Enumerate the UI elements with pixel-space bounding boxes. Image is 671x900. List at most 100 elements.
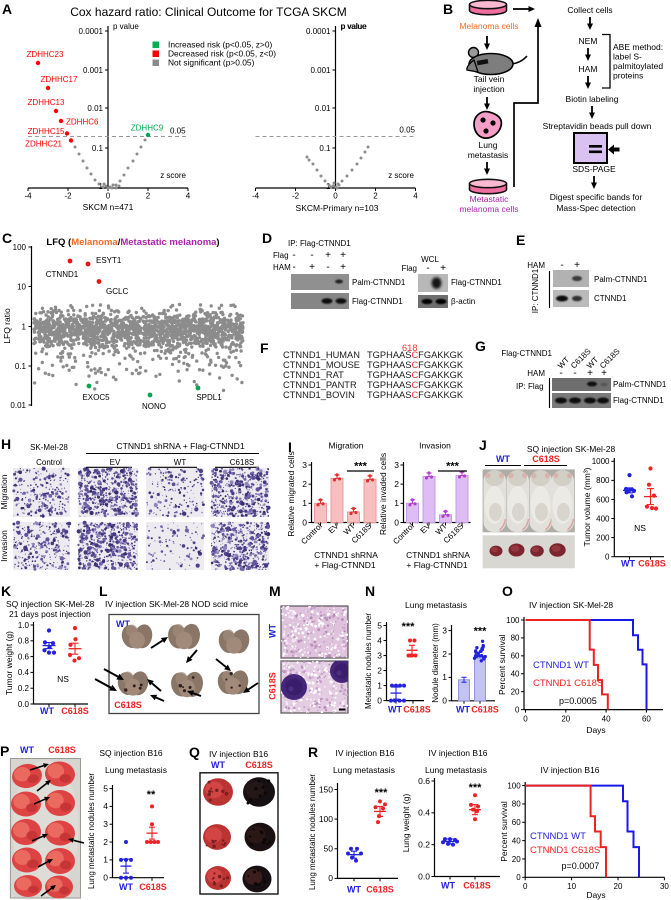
svg-text:1: 1 bbox=[22, 322, 27, 331]
svg-text:SK-Mel-28: SK-Mel-28 bbox=[30, 443, 68, 452]
svg-text:TGPHAASCFGAKKGK: TGPHAASCFGAKKGK bbox=[367, 370, 464, 380]
svg-text:Lung: Lung bbox=[479, 140, 498, 150]
svg-text:CTNND1_PANTR: CTNND1_PANTR bbox=[283, 380, 357, 390]
svg-text:LFQ ratio: LFQ ratio bbox=[2, 308, 12, 344]
svg-text:+: + bbox=[340, 262, 346, 273]
svg-text:SKCM n=471: SKCM n=471 bbox=[83, 202, 134, 212]
svg-text:-: - bbox=[292, 250, 295, 261]
svg-text:0.1: 0.1 bbox=[319, 144, 331, 153]
svg-text:0.05: 0.05 bbox=[170, 127, 186, 136]
svg-text:Flag-CTNND1: Flag-CTNND1 bbox=[501, 349, 552, 358]
svg-text:ZDHHC21: ZDHHC21 bbox=[25, 140, 62, 149]
svg-text:ZDHHC9: ZDHHC9 bbox=[131, 124, 164, 133]
svg-text:2: 2 bbox=[373, 192, 378, 201]
svg-text:D: D bbox=[262, 230, 272, 246]
svg-text:CTNND1: CTNND1 bbox=[594, 294, 627, 303]
svg-text:Biotin labeling: Biotin labeling bbox=[566, 94, 619, 104]
svg-text:Decreased risk (p<0.05, z<0): Decreased risk (p<0.05, z<0) bbox=[168, 49, 276, 59]
svg-text:metastasis: metastasis bbox=[468, 150, 509, 160]
svg-text:CTNND1_BOVIN: CTNND1_BOVIN bbox=[283, 390, 355, 400]
svg-text:HAM: HAM bbox=[273, 263, 291, 272]
svg-text:4: 4 bbox=[186, 192, 191, 201]
svg-text:Palm-CTNND1: Palm-CTNND1 bbox=[594, 275, 648, 284]
svg-text:CTNND1 shRNA + Flag-CTNND1: CTNND1 shRNA + Flag-CTNND1 bbox=[116, 441, 244, 451]
svg-text:-: - bbox=[292, 262, 295, 273]
svg-text:Flag-CTNND1: Flag-CTNND1 bbox=[352, 297, 403, 306]
svg-text:ZDHHC13: ZDHHC13 bbox=[28, 98, 65, 107]
svg-text:2: 2 bbox=[302, 479, 307, 489]
svg-text:Flag: Flag bbox=[273, 251, 289, 260]
svg-text:Flag: Flag bbox=[401, 264, 417, 273]
svg-text:IP: CTNND1: IP: CTNND1 bbox=[531, 268, 540, 313]
svg-text:ZDHHC6: ZDHHC6 bbox=[66, 118, 99, 127]
svg-text:1: 1 bbox=[99, 182, 104, 191]
svg-text:100: 100 bbox=[13, 243, 27, 252]
svg-text:TGPHAASCFGAKKGK: TGPHAASCFGAKKGK bbox=[367, 390, 464, 400]
svg-text:TGPHAASCFGAKKGK: TGPHAASCFGAKKGK bbox=[367, 350, 464, 360]
svg-text:melanoma cells: melanoma cells bbox=[459, 204, 518, 214]
svg-text:0: 0 bbox=[333, 192, 338, 201]
svg-text:WCL: WCL bbox=[421, 255, 439, 264]
svg-text:Control: Control bbox=[36, 458, 62, 467]
svg-text:+: + bbox=[440, 263, 446, 274]
svg-text:-: - bbox=[426, 263, 429, 274]
svg-text:palmitoylated: palmitoylated bbox=[613, 61, 663, 71]
svg-text:Palm-CTNND1: Palm-CTNND1 bbox=[352, 278, 406, 287]
svg-text:EV: EV bbox=[110, 458, 121, 467]
svg-text:0.01: 0.01 bbox=[10, 401, 26, 410]
svg-text:proteins: proteins bbox=[613, 71, 643, 81]
svg-text:Mass-Spec detection: Mass-Spec detection bbox=[556, 203, 636, 213]
svg-text:E: E bbox=[516, 232, 525, 248]
svg-text:z score: z score bbox=[388, 171, 414, 180]
svg-text:ZDHHC17: ZDHHC17 bbox=[41, 75, 78, 84]
svg-text:Increased risk (p<0.05, z>0): Increased risk (p<0.05, z>0) bbox=[168, 40, 272, 50]
svg-text:NONO: NONO bbox=[142, 402, 166, 411]
svg-text:10: 10 bbox=[17, 282, 26, 291]
svg-text:LFQ (Melanoma/Metastatic melan: LFQ (Melanoma/Metastatic melanoma) bbox=[46, 237, 219, 248]
svg-text:1: 1 bbox=[302, 498, 307, 508]
svg-text:Tail vein: Tail vein bbox=[474, 74, 505, 84]
svg-text:injection: injection bbox=[473, 84, 504, 94]
svg-text:Streptavidin beads pull down: Streptavidin beads pull down bbox=[543, 121, 652, 131]
svg-text:I: I bbox=[288, 439, 292, 455]
svg-text:HAM: HAM bbox=[579, 64, 598, 74]
svg-text:618: 618 bbox=[402, 343, 418, 353]
svg-text:A: A bbox=[2, 1, 12, 17]
svg-text:0.001: 0.001 bbox=[310, 66, 331, 75]
svg-text:3: 3 bbox=[302, 460, 307, 470]
svg-text:+: + bbox=[340, 250, 346, 261]
svg-text:0.05: 0.05 bbox=[399, 126, 415, 135]
svg-text:CTNND1_HUMAN: CTNND1_HUMAN bbox=[283, 350, 360, 360]
svg-text:+: + bbox=[309, 262, 315, 273]
svg-text:0: 0 bbox=[302, 517, 307, 527]
svg-text:+: + bbox=[601, 368, 607, 379]
svg-text:IP: Flag: IP: Flag bbox=[516, 382, 544, 391]
svg-text:C: C bbox=[2, 230, 12, 246]
svg-text:Not significant (p>0.05): Not significant (p>0.05) bbox=[168, 58, 255, 68]
svg-text:H: H bbox=[1, 436, 11, 452]
svg-text:F: F bbox=[260, 340, 269, 356]
svg-text:Flag-CTNND1: Flag-CTNND1 bbox=[451, 278, 502, 287]
svg-text:TGPHAASCFGAKKGK: TGPHAASCFGAKKGK bbox=[367, 360, 464, 370]
svg-text:Melanoma cells: Melanoma cells bbox=[459, 21, 518, 31]
svg-text:+: + bbox=[574, 260, 580, 271]
svg-text:-: - bbox=[560, 260, 563, 271]
svg-text:0.01: 0.01 bbox=[315, 104, 331, 113]
svg-text:WT: WT bbox=[174, 458, 187, 467]
svg-text:C618S: C618S bbox=[230, 458, 254, 467]
svg-text:-: - bbox=[559, 368, 562, 379]
svg-text:Invasion: Invasion bbox=[0, 530, 9, 562]
svg-text:4: 4 bbox=[413, 192, 418, 201]
svg-text:2: 2 bbox=[146, 192, 151, 201]
svg-text:SDS-PAGE: SDS-PAGE bbox=[572, 164, 616, 174]
svg-text:Palm-CTNND1: Palm-CTNND1 bbox=[613, 380, 667, 389]
svg-text:β-actin: β-actin bbox=[451, 297, 475, 306]
svg-text:label S-: label S- bbox=[613, 52, 642, 62]
svg-text:Cox hazard ratio: Clinical Out: Cox hazard ratio: Clinical Outcome for T… bbox=[70, 5, 347, 19]
svg-text:Collect cells: Collect cells bbox=[567, 5, 612, 15]
svg-text:ZDHHC23: ZDHHC23 bbox=[27, 50, 64, 59]
svg-text:G: G bbox=[475, 338, 486, 354]
svg-text:+: + bbox=[325, 250, 331, 261]
svg-text:0.001: 0.001 bbox=[83, 66, 104, 75]
svg-text:Flag-CTNND1: Flag-CTNND1 bbox=[613, 396, 664, 405]
